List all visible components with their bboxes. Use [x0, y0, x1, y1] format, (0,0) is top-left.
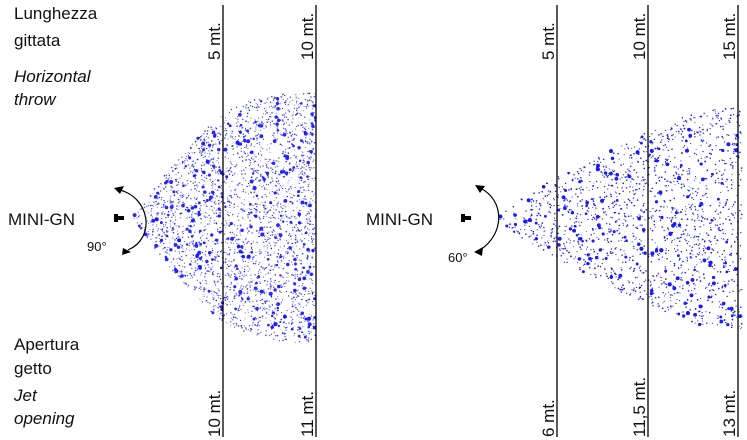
- right-throw-mark-2: 10 mt.: [630, 13, 649, 60]
- left-opening-mark-2: 11 mt.: [298, 391, 317, 437]
- opening-label-it-2: getto: [14, 359, 52, 378]
- right-nozzle-icon: [461, 214, 465, 222]
- throw-label-it-1: Lunghezza: [14, 4, 98, 23]
- throw-label-it-2: gittata: [14, 31, 61, 50]
- opening-label-en-2: opening: [14, 409, 75, 428]
- left-nozzle-label: MINI-GN: [8, 210, 75, 229]
- right-nozzle-label: MINI-GN: [366, 210, 433, 229]
- right-opening-mark-2: 11,5 mt.: [630, 377, 649, 437]
- right-throw-mark-3: 15 mt.: [720, 13, 739, 60]
- right-angle-label: 60°: [448, 250, 468, 265]
- left-throw-mark-1: 5 mt.: [205, 22, 224, 60]
- left-diagram: MINI-GN 90° 5 mt. 10 mt. 10 mt. 11 mt.: [8, 5, 317, 437]
- left-opening-mark-1: 10 mt.: [205, 390, 224, 437]
- left-arrow-bottom-icon: [122, 248, 131, 255]
- throw-label-en-1: Horizontal: [14, 67, 91, 86]
- opening-label-it-1: Apertura: [14, 335, 80, 354]
- left-angle-label: 90°: [87, 239, 107, 254]
- right-throw-mark-1: 5 mt.: [539, 22, 558, 60]
- right-opening-mark-1: 6 mt.: [539, 399, 558, 437]
- right-diagram: MINI-GN 60° 5 mt. 10 mt. 15 mt. 6 mt. 11…: [366, 5, 743, 437]
- right-angle-arc: [479, 187, 500, 251]
- left-arrow-top-icon: [114, 186, 124, 194]
- throw-label-en-2: throw: [14, 90, 56, 109]
- left-angle-arc: [119, 189, 147, 251]
- right-spray-dots: [498, 107, 743, 330]
- left-nozzle-icon: [114, 214, 118, 222]
- right-arrow-bottom-icon: [474, 247, 483, 256]
- left-throw-mark-2: 10 mt.: [298, 13, 317, 60]
- opening-label-en-1: Jet: [14, 386, 37, 405]
- right-arrow-top-icon: [475, 185, 485, 193]
- left-spray-dots: [132, 92, 317, 343]
- right-opening-mark-3: 13 mt.: [720, 390, 739, 437]
